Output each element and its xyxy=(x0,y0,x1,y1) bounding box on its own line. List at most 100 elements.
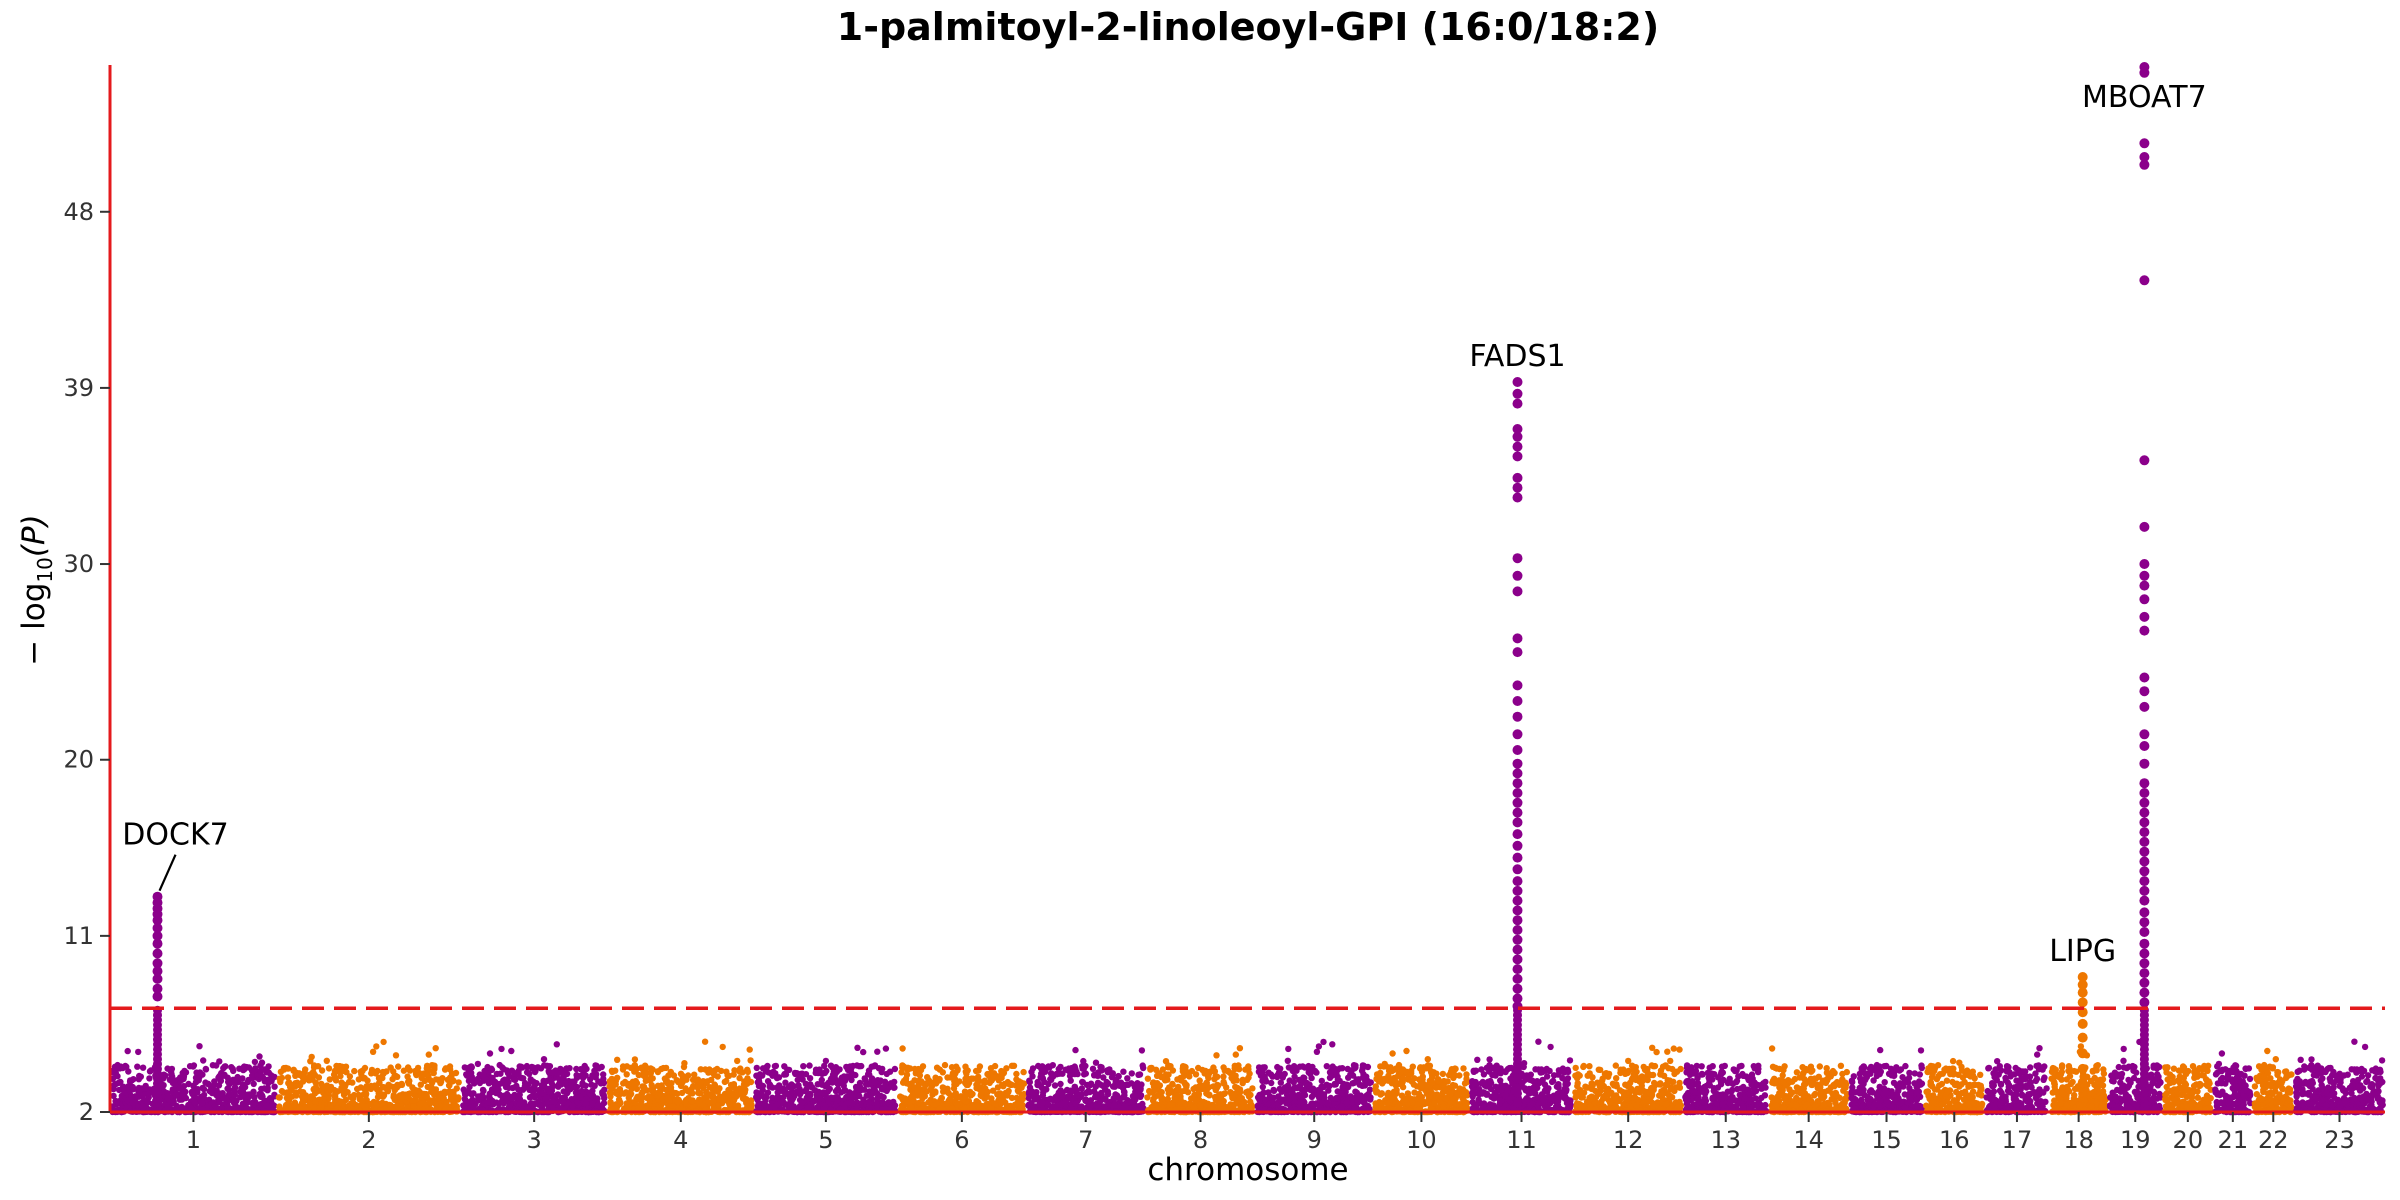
snp-point xyxy=(312,1079,319,1086)
snp-point xyxy=(179,1091,187,1099)
snp-point xyxy=(280,1089,287,1096)
snp-point xyxy=(224,1085,231,1092)
snp-point xyxy=(363,1085,371,1092)
snp-point xyxy=(708,1085,716,1092)
snp-point xyxy=(516,1091,523,1098)
chromosome-1-points xyxy=(109,1043,278,1116)
snp-point xyxy=(124,1047,131,1055)
snp-point xyxy=(391,1086,398,1094)
snp-point xyxy=(906,1099,913,1106)
snp-point xyxy=(880,1094,887,1101)
snp-point xyxy=(963,1070,970,1078)
snp-point xyxy=(168,1065,176,1073)
snp-point xyxy=(635,1104,642,1112)
snp-point xyxy=(480,1077,487,1084)
snp-point xyxy=(1028,1088,1036,1095)
snp-point xyxy=(1005,1103,1013,1110)
snp-point xyxy=(1043,1086,1050,1093)
snp-point xyxy=(780,1085,787,1092)
snp-point xyxy=(600,1071,607,1078)
snp-point xyxy=(1159,1073,1166,1081)
snp-point xyxy=(832,1087,840,1095)
snp-point xyxy=(1190,1085,1197,1093)
snp-point xyxy=(369,1069,376,1076)
snp-point xyxy=(526,1070,533,1078)
snp-point xyxy=(128,1093,135,1100)
snp-point xyxy=(1217,1095,1225,1103)
snp-point xyxy=(257,1072,264,1079)
snp-point xyxy=(599,1089,606,1096)
snp-point xyxy=(589,1101,596,1108)
snp-point xyxy=(110,1092,117,1100)
snp-point xyxy=(125,1068,132,1075)
snp-point xyxy=(349,1099,357,1106)
snp-point xyxy=(1067,1104,1075,1112)
snp-point xyxy=(998,1074,1005,1082)
snp-point xyxy=(229,1065,236,1073)
snp-point xyxy=(1055,1089,1063,1096)
snp-point xyxy=(916,1072,924,1079)
snp-point xyxy=(1204,1091,1212,1098)
snp-point xyxy=(640,1087,648,1094)
snp-point xyxy=(1100,1074,1107,1081)
snp-point xyxy=(284,1065,292,1072)
snp-point xyxy=(145,1090,152,1097)
snp-point xyxy=(588,1081,595,1088)
snp-point xyxy=(335,1064,342,1072)
snp-point xyxy=(198,1100,206,1107)
snp-point xyxy=(1153,1072,1161,1080)
snp-point xyxy=(1135,1071,1142,1079)
snp-point xyxy=(537,1065,545,1072)
snp-point xyxy=(941,1061,949,1069)
snp-point xyxy=(907,1065,914,1072)
snp-point xyxy=(786,1103,793,1111)
snp-point xyxy=(206,1087,213,1095)
snp-point xyxy=(681,1060,688,1067)
snp-point xyxy=(346,1073,354,1080)
snp-point xyxy=(325,1095,332,1102)
snp-point xyxy=(1072,1065,1079,1073)
snp-point xyxy=(119,1064,127,1072)
snp-point xyxy=(193,1069,200,1076)
snp-point xyxy=(739,1087,746,1094)
snp-point xyxy=(379,1099,386,1107)
snp-point xyxy=(579,1074,587,1082)
snp-point xyxy=(1013,1070,1020,1078)
snp-point xyxy=(582,1082,589,1089)
snp-point xyxy=(355,1076,362,1083)
snp-point xyxy=(258,1059,266,1066)
snp-point xyxy=(1221,1090,1229,1097)
snp-point xyxy=(448,1073,455,1080)
snp-point xyxy=(1057,1080,1064,1088)
snp-point xyxy=(899,1045,906,1052)
snp-point xyxy=(418,1074,425,1082)
snp-point xyxy=(1051,1082,1059,1089)
snp-point xyxy=(461,1103,468,1111)
snp-point xyxy=(594,1095,601,1102)
snp-point xyxy=(299,1099,307,1106)
snp-point xyxy=(900,1063,908,1071)
snp-point xyxy=(213,1062,220,1069)
snp-point xyxy=(188,1088,196,1096)
snp-point xyxy=(312,1098,319,1106)
snp-point xyxy=(1133,1082,1140,1090)
snp-point xyxy=(323,1057,330,1065)
snp-point xyxy=(701,1038,709,1045)
snp-point xyxy=(858,1062,865,1070)
snp-point xyxy=(1232,1083,1239,1091)
snp-point xyxy=(1182,1100,1189,1108)
snp-point xyxy=(1138,1047,1146,1054)
snp-point xyxy=(394,1073,401,1081)
snp-point xyxy=(440,1095,447,1102)
snp-point xyxy=(276,1094,283,1101)
snp-point xyxy=(548,1079,555,1086)
snp-point xyxy=(1080,1057,1087,1065)
snp-point xyxy=(393,1102,401,1110)
snp-point xyxy=(979,1087,986,1095)
snp-point xyxy=(744,1103,751,1110)
snp-point xyxy=(301,1104,308,1111)
snp-point xyxy=(770,1068,777,1076)
snp-point xyxy=(468,1069,475,1077)
snp-point xyxy=(221,1063,228,1070)
